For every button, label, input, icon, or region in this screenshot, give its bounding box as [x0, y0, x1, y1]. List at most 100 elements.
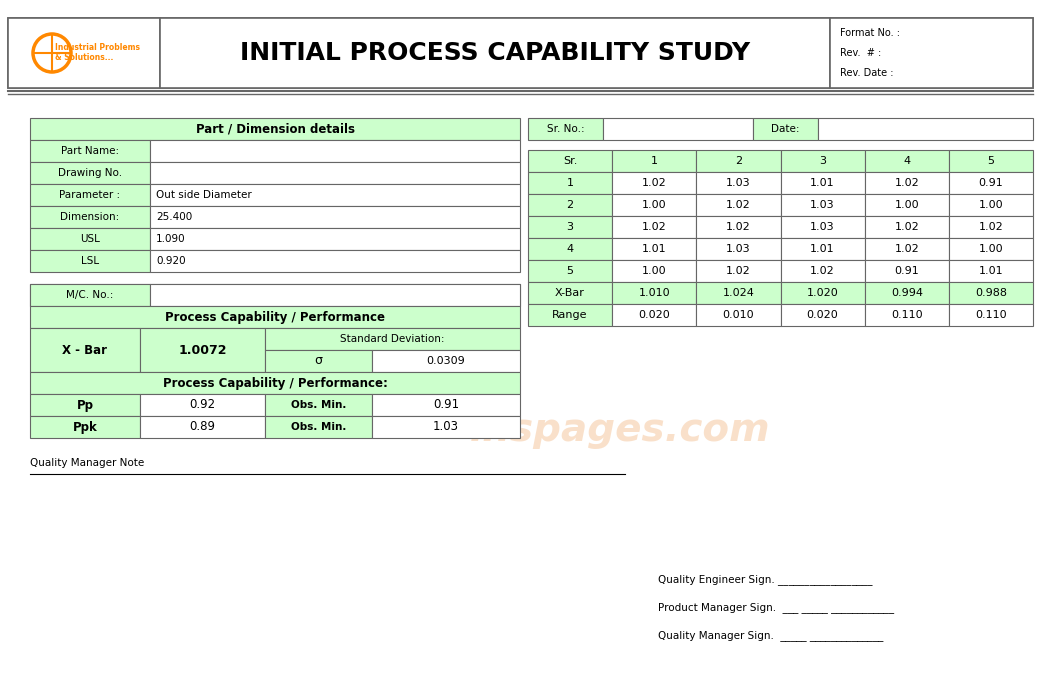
Bar [528, 260, 612, 282]
Text: 0.110: 0.110 [891, 310, 922, 320]
Text: Parameter :: Parameter : [59, 190, 121, 200]
Bar [603, 118, 753, 140]
Text: 5: 5 [566, 266, 574, 276]
Bar [265, 394, 372, 416]
Bar [696, 260, 781, 282]
Bar [830, 18, 1033, 88]
Text: 1.02: 1.02 [894, 222, 919, 232]
Text: 2: 2 [735, 156, 742, 166]
Text: 1.090: 1.090 [156, 234, 185, 244]
Text: 25.400: 25.400 [156, 212, 193, 222]
Text: 1.01: 1.01 [810, 244, 835, 254]
Bar [865, 238, 948, 260]
Bar [30, 284, 150, 306]
Bar [265, 350, 372, 372]
Text: Quality Manager Sign.  _____ ______________: Quality Manager Sign. _____ ____________… [658, 631, 884, 642]
Bar [948, 194, 1033, 216]
Bar [528, 238, 612, 260]
Text: 3: 3 [566, 222, 574, 232]
Text: 0.89: 0.89 [189, 421, 215, 434]
Text: 0.994: 0.994 [891, 288, 922, 298]
Text: & Solutions...: & Solutions... [55, 53, 113, 63]
Text: 0.920: 0.920 [156, 256, 185, 266]
Text: 1.02: 1.02 [810, 266, 835, 276]
Text: 1.00: 1.00 [642, 266, 666, 276]
Bar [948, 260, 1033, 282]
Text: Obs. Min.: Obs. Min. [290, 400, 347, 410]
Bar [865, 172, 948, 194]
Bar [612, 216, 696, 238]
Text: Standard Deviation:: Standard Deviation: [340, 334, 445, 344]
Text: Out side Diameter: Out side Diameter [156, 190, 252, 200]
Bar [781, 172, 865, 194]
Text: 1.03: 1.03 [433, 421, 459, 434]
Bar [696, 172, 781, 194]
Text: Pp: Pp [76, 398, 94, 411]
Text: 0.020: 0.020 [638, 310, 670, 320]
Text: 1.03: 1.03 [810, 200, 835, 210]
Bar [948, 150, 1033, 172]
Bar [612, 282, 696, 304]
Text: 1.01: 1.01 [642, 244, 666, 254]
Text: 0.91: 0.91 [433, 398, 459, 411]
Text: 1.02: 1.02 [642, 222, 666, 232]
Text: Rev.  # :: Rev. # : [840, 48, 882, 58]
Text: Sr. No.:: Sr. No.: [547, 124, 584, 134]
Bar [265, 328, 520, 350]
Text: 1.00: 1.00 [642, 200, 666, 210]
Text: 1.024: 1.024 [722, 288, 755, 298]
Text: 1.00: 1.00 [979, 200, 1004, 210]
Text: X-Bar: X-Bar [555, 288, 585, 298]
Text: Quality Engineer Sign. __________________: Quality Engineer Sign. _________________… [658, 574, 872, 585]
Bar [30, 206, 150, 228]
Bar [781, 194, 865, 216]
Bar [150, 162, 520, 184]
Bar [948, 238, 1033, 260]
Bar [865, 150, 948, 172]
Bar [30, 306, 520, 328]
Bar [612, 194, 696, 216]
Bar [30, 328, 139, 372]
Bar [30, 416, 139, 438]
Bar [150, 206, 520, 228]
Text: 1.010: 1.010 [638, 288, 670, 298]
Bar [753, 118, 818, 140]
Text: Part Name:: Part Name: [61, 146, 119, 156]
Text: Process Capability / Performance: Process Capability / Performance [166, 310, 385, 323]
Bar [865, 260, 948, 282]
Bar [372, 416, 520, 438]
Text: 1.02: 1.02 [726, 222, 751, 232]
Bar [30, 140, 150, 162]
Bar [696, 238, 781, 260]
Text: Range: Range [553, 310, 588, 320]
Bar [865, 216, 948, 238]
Bar [696, 304, 781, 326]
Text: 1.00: 1.00 [979, 244, 1004, 254]
Text: Sr.: Sr. [563, 156, 578, 166]
Text: M/C. No.:: M/C. No.: [67, 290, 113, 300]
Bar [948, 216, 1033, 238]
Text: 0.91: 0.91 [979, 178, 1004, 188]
Text: 1.03: 1.03 [727, 178, 751, 188]
Text: Drawing No.: Drawing No. [58, 168, 122, 178]
Bar [781, 216, 865, 238]
Text: 1.01: 1.01 [810, 178, 835, 188]
Bar [948, 282, 1033, 304]
Bar [612, 238, 696, 260]
Text: 0.110: 0.110 [975, 310, 1007, 320]
Text: Part / Dimension details: Part / Dimension details [196, 123, 355, 136]
Text: 0.92: 0.92 [189, 398, 215, 411]
Text: X - Bar: X - Bar [62, 344, 107, 357]
Text: Process Capability / Performance:: Process Capability / Performance: [162, 376, 387, 389]
Bar [865, 304, 948, 326]
Text: 0.0309: 0.0309 [427, 356, 465, 366]
Text: 1: 1 [566, 178, 574, 188]
Text: 1.03: 1.03 [727, 244, 751, 254]
Text: σ: σ [314, 355, 323, 368]
Text: Industrial Problems: Industrial Problems [55, 42, 139, 52]
Bar [528, 282, 612, 304]
Text: 1.01: 1.01 [979, 266, 1004, 276]
Bar [781, 238, 865, 260]
Text: 0.988: 0.988 [975, 288, 1007, 298]
Bar [781, 150, 865, 172]
